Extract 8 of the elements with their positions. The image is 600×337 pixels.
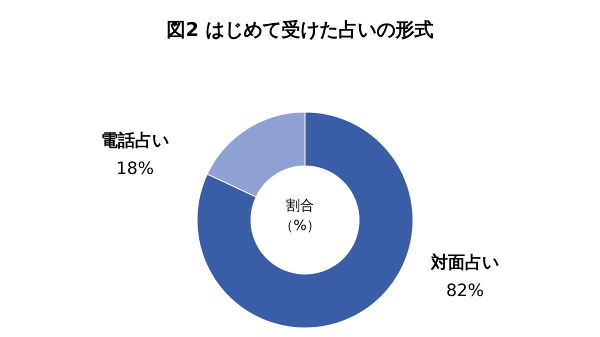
slice-label: 電話占い [101, 131, 169, 152]
text: 割合 [286, 198, 314, 214]
text: （%） [279, 218, 321, 234]
donut-slice [196, 112, 414, 328]
chart-title: 図2 はじめて受けた占いの形式 [166, 19, 434, 41]
data-label: 18% [116, 159, 154, 180]
data-label: 82% [446, 280, 484, 301]
slice-label: 対面占い [430, 252, 499, 273]
